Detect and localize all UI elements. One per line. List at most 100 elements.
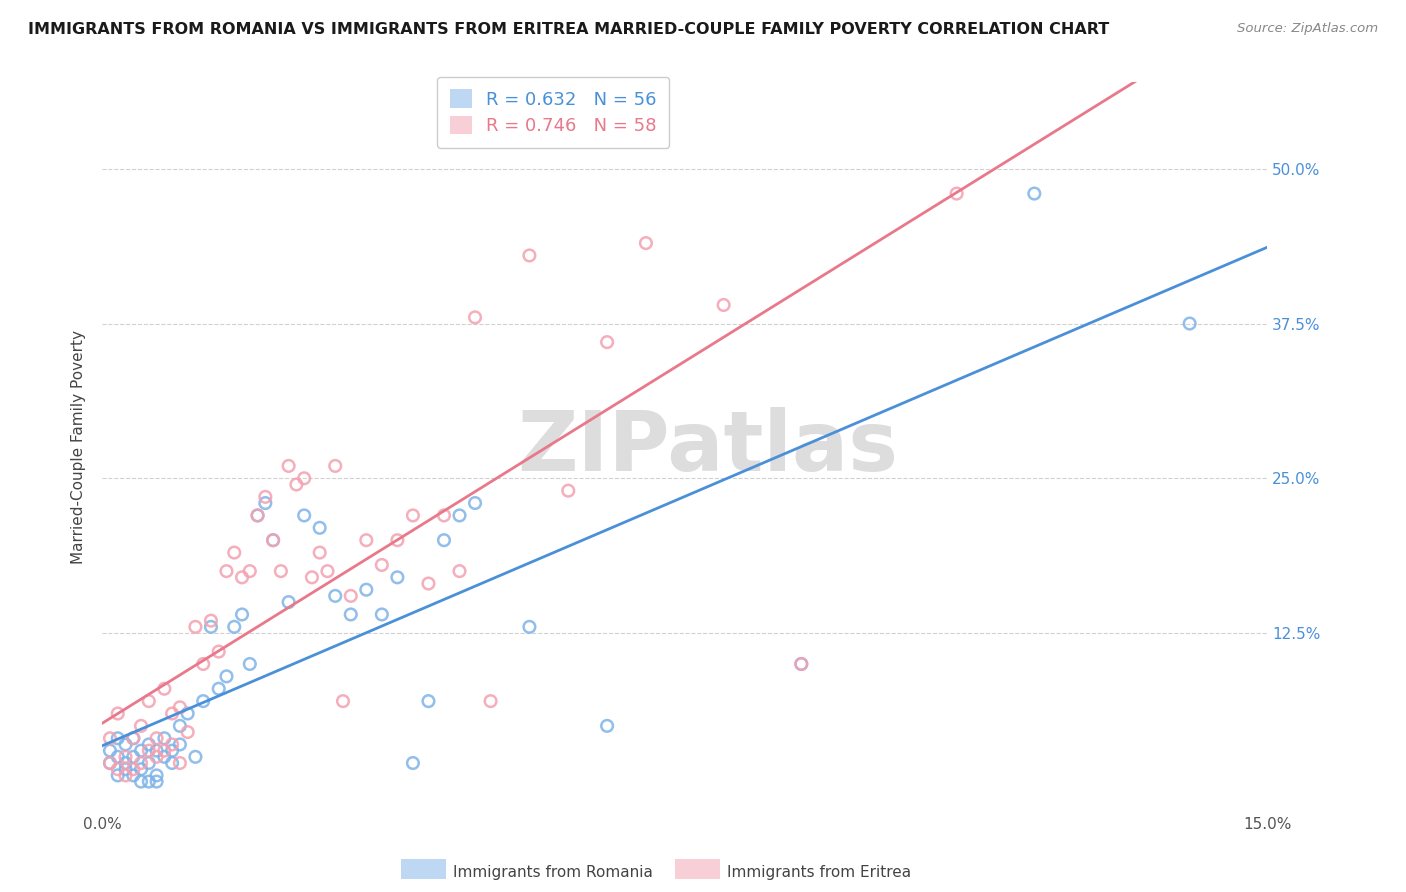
Point [433, 533, 456, 548]
Point [945, 186, 967, 201]
Point [208, 644, 231, 658]
Point [224, 620, 246, 634]
Point [114, 738, 136, 752]
Point [254, 496, 277, 510]
Point [200, 620, 222, 634]
Point [98, 744, 121, 758]
Point [402, 756, 425, 770]
Point [153, 731, 176, 746]
Point [138, 774, 160, 789]
Point [122, 762, 145, 776]
Point [254, 490, 277, 504]
Point [339, 607, 361, 622]
Point [519, 620, 541, 634]
Point [332, 694, 354, 708]
Point [122, 768, 145, 782]
Point [160, 706, 183, 721]
Point [129, 744, 152, 758]
Point [449, 508, 471, 523]
Point [153, 744, 176, 758]
Point [122, 731, 145, 746]
Point [98, 756, 121, 770]
Point [634, 236, 657, 251]
Point [107, 762, 129, 776]
Point [418, 576, 440, 591]
Point [308, 545, 330, 559]
Point [308, 521, 330, 535]
Point [596, 719, 619, 733]
Point [114, 768, 136, 782]
Point [418, 694, 440, 708]
Point [160, 756, 183, 770]
Text: Source: ZipAtlas.com: Source: ZipAtlas.com [1237, 22, 1378, 36]
Point [160, 744, 183, 758]
Point [356, 582, 378, 597]
Point [176, 706, 198, 721]
Point [145, 731, 167, 746]
Point [277, 595, 299, 609]
Point [138, 738, 160, 752]
Point [114, 756, 136, 770]
Point [262, 533, 284, 548]
Point [184, 620, 207, 634]
Point [129, 719, 152, 733]
Point [98, 756, 121, 770]
Point [713, 298, 735, 312]
Point [519, 248, 541, 262]
Point [292, 471, 315, 485]
Point [98, 731, 121, 746]
Point [208, 681, 231, 696]
Point [387, 533, 409, 548]
Point [449, 564, 471, 578]
Point [215, 564, 238, 578]
Point [145, 749, 167, 764]
Text: ZIPatlas: ZIPatlas [517, 407, 898, 488]
Point [371, 607, 394, 622]
Point [1178, 317, 1201, 331]
Point [356, 533, 378, 548]
Point [557, 483, 579, 498]
Point [231, 570, 253, 584]
Point [145, 768, 167, 782]
Point [316, 564, 339, 578]
Point [145, 744, 167, 758]
Point [138, 744, 160, 758]
Point [246, 508, 269, 523]
Point [129, 762, 152, 776]
Text: IMMIGRANTS FROM ROMANIA VS IMMIGRANTS FROM ERITREA MARRIED-COUPLE FAMILY POVERTY: IMMIGRANTS FROM ROMANIA VS IMMIGRANTS FR… [28, 22, 1109, 37]
Point [129, 774, 152, 789]
Point [138, 694, 160, 708]
Point [114, 749, 136, 764]
Point [169, 719, 191, 733]
Point [285, 477, 308, 491]
Point [184, 749, 207, 764]
Point [169, 756, 191, 770]
Point [464, 310, 486, 325]
Point [464, 496, 486, 510]
Point [200, 614, 222, 628]
Text: Immigrants from Romania: Immigrants from Romania [453, 865, 652, 880]
Point [224, 545, 246, 559]
Point [107, 706, 129, 721]
Point [193, 657, 215, 671]
Point [169, 738, 191, 752]
Legend: R = 0.632   N = 56, R = 0.746   N = 58: R = 0.632 N = 56, R = 0.746 N = 58 [437, 77, 669, 148]
Point [239, 657, 262, 671]
Point [1024, 186, 1046, 201]
Text: Immigrants from Eritrea: Immigrants from Eritrea [727, 865, 911, 880]
Point [145, 774, 167, 789]
Point [270, 564, 292, 578]
Point [292, 508, 315, 523]
Point [371, 558, 394, 572]
Point [107, 749, 129, 764]
Point [114, 762, 136, 776]
Point [239, 564, 262, 578]
Point [153, 681, 176, 696]
Point [107, 768, 129, 782]
Point [107, 731, 129, 746]
Point [193, 694, 215, 708]
Point [122, 731, 145, 746]
Point [138, 756, 160, 770]
Point [246, 508, 269, 523]
Point [323, 589, 346, 603]
